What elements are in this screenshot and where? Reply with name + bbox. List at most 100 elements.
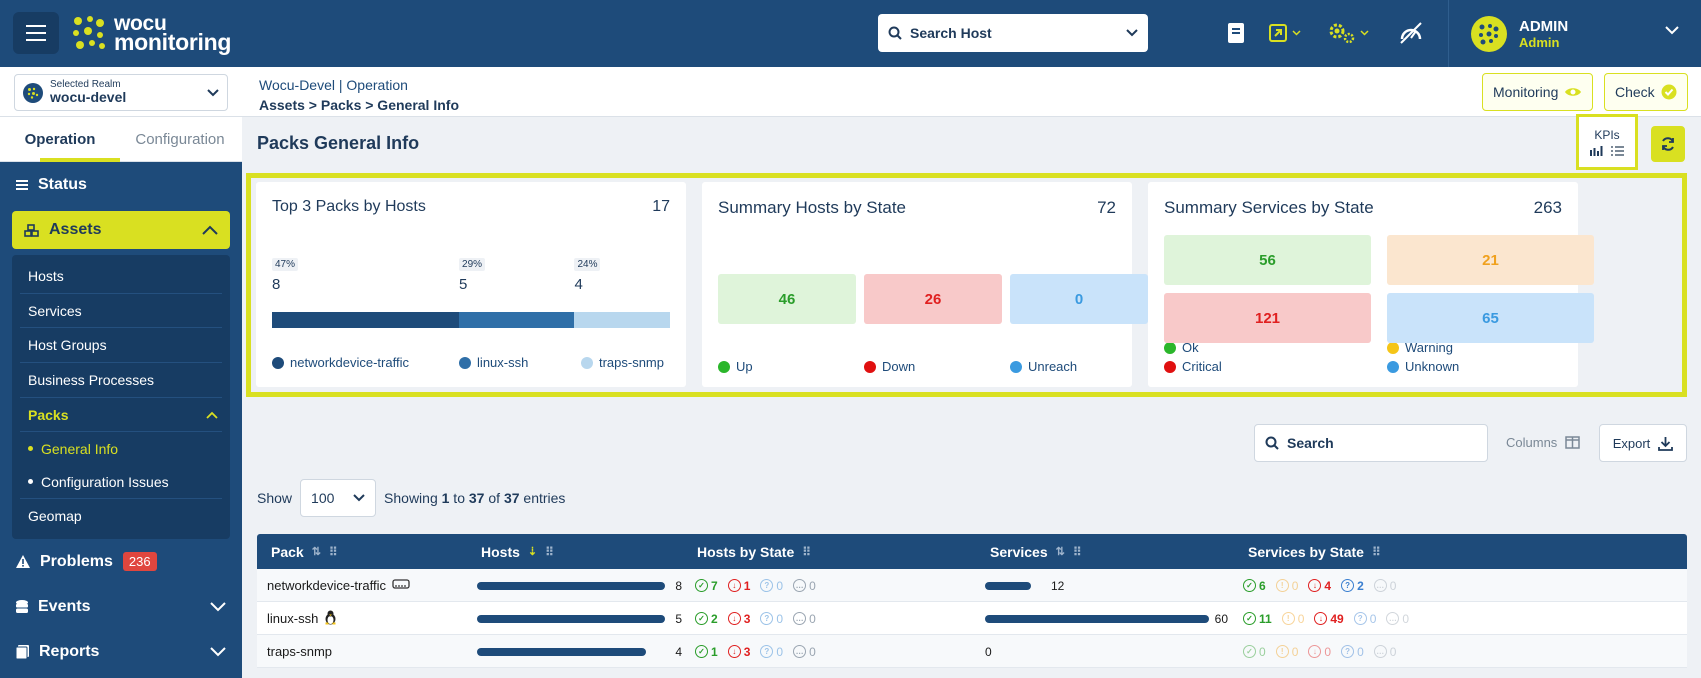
pack-name[interactable]: networkdevice-traffic	[267, 578, 386, 593]
host-state-up[interactable]: ✓ 7	[695, 579, 718, 593]
pack-name[interactable]: linux-ssh	[267, 611, 319, 626]
monitoring-button[interactable]: Monitoring	[1482, 73, 1594, 111]
breadcrumb-context[interactable]: Wocu-Devel | Operation	[259, 77, 408, 93]
service-state-ok[interactable]: ✓ 11	[1243, 612, 1272, 626]
export-button[interactable]: Export	[1599, 424, 1687, 462]
host-state-unreach-box[interactable]: 0	[1010, 274, 1148, 324]
wocu-logo[interactable]: wocu monitoring	[72, 13, 231, 54]
service-state-warning[interactable]: ! 0	[1281, 612, 1304, 626]
search-host-select[interactable]: Search Host	[878, 14, 1148, 52]
column-header-hosts-by-state[interactable]: Hosts by State ⠿	[697, 543, 812, 560]
host-state-down[interactable]: ↓ 3	[727, 612, 750, 626]
pending-icon: …	[1386, 612, 1400, 625]
packs-table: Pack ⇅ ⠿ Hosts ⇣ ⠿ Hosts by State ⠿ Services ⇅…	[257, 534, 1687, 668]
eye-icon	[1565, 88, 1582, 96]
host-state-unreach[interactable]: ? 0	[760, 579, 783, 593]
sidebar-item-hosts[interactable]: Hosts	[20, 259, 222, 294]
service-state-ok-box[interactable]: 56	[1164, 235, 1371, 285]
service-state-unknown[interactable]: ? 0	[1341, 645, 1364, 659]
table-row[interactable]: traps-snmp 4 ✓ 1 ↓ 3? 0… 0 0 ✓ 0! 0 ↓ 0? 0… 0	[257, 635, 1687, 668]
service-state-warning-legend[interactable]: Warning	[1387, 340, 1453, 355]
service-state-pending[interactable]: … 0	[1373, 645, 1396, 659]
sidebar-item-host-groups[interactable]: Host Groups	[20, 328, 222, 364]
tab-operation[interactable]: Operation	[0, 117, 120, 162]
service-state-ok[interactable]: ✓ 6	[1243, 579, 1266, 593]
user-menu[interactable]: ADMIN Admin	[1448, 0, 1701, 67]
menu-toggle-button[interactable]	[13, 12, 59, 54]
refresh-button[interactable]	[1651, 126, 1685, 162]
host-state-up[interactable]: ✓ 2	[695, 612, 718, 626]
external-link-menu[interactable]	[1268, 20, 1301, 46]
sidebar-item-problems[interactable]: Problems 236	[0, 539, 242, 584]
sidebar-item-services[interactable]: Services	[20, 294, 222, 329]
page-length-select[interactable]: 100	[300, 479, 377, 517]
pack-share-segment[interactable]	[459, 312, 575, 328]
pack-name[interactable]: traps-snmp	[267, 644, 333, 659]
settings-menu[interactable]	[1328, 20, 1369, 46]
sidebar-item-configuration-issues[interactable]: Configuration Issues	[20, 465, 222, 498]
host-state-pending[interactable]: … 0	[793, 645, 816, 659]
service-state-warning[interactable]: ! 0	[1275, 579, 1298, 593]
service-state-warning[interactable]: ! 0	[1275, 645, 1298, 659]
sidebar-item-general-info[interactable]: General Info	[20, 432, 222, 465]
host-state-down-legend[interactable]: Down	[864, 359, 915, 374]
column-header-hosts[interactable]: Hosts ⇣ ⠿	[481, 543, 554, 560]
service-state-unknown[interactable]: ? 0	[1353, 612, 1376, 626]
monitoring-disabled-button[interactable]	[1398, 20, 1424, 46]
host-state-up-legend[interactable]: Up	[718, 359, 753, 374]
table-row[interactable]: linux-ssh 5 ✓ 2 ↓ 3? 0… 0 60 ✓ 11! 0 ↓ 49? 0… 0	[257, 602, 1687, 635]
column-header-pack[interactable]: Pack ⇅ ⠿	[271, 543, 338, 560]
host-state-up-box[interactable]: 46	[718, 274, 856, 324]
table-row[interactable]: networkdevice-traffic 8 ✓ 7 ↓ 1? 0… 0 12 ✓ 6! 0 ↓ 4? 2…	[257, 569, 1687, 602]
service-state-critical-legend[interactable]: Critical	[1164, 359, 1222, 374]
service-state-pending[interactable]: … 0	[1386, 612, 1409, 626]
sidebar-item-geomap[interactable]: Geomap	[20, 498, 222, 533]
host-state-up[interactable]: ✓ 1	[695, 645, 718, 659]
service-state-ok-legend[interactable]: Ok	[1164, 340, 1199, 355]
check-button[interactable]: Check	[1604, 73, 1688, 111]
service-state-unknown-legend[interactable]: Unknown	[1387, 359, 1459, 374]
host-state-down[interactable]: ↓ 1	[727, 579, 750, 593]
pack-legend-item[interactable]: networkdevice-traffic	[272, 355, 409, 370]
sidebar-item-status[interactable]: Status	[0, 162, 242, 207]
sidebar-item-assets[interactable]: Assets	[12, 211, 230, 249]
sidebar-item-packs[interactable]: Packs	[20, 398, 222, 433]
host-state-pending[interactable]: … 0	[793, 612, 816, 626]
pack-legend-item[interactable]: traps-snmp	[580, 355, 664, 370]
docs-button[interactable]	[1226, 20, 1246, 46]
service-state-ok[interactable]: ✓ 0	[1243, 645, 1266, 659]
state-count: 0	[809, 611, 816, 626]
pack-legend-item[interactable]: linux-ssh	[459, 355, 528, 370]
host-state-down-box[interactable]: 26	[864, 274, 1002, 324]
service-state-critical-box[interactable]: 121	[1164, 293, 1371, 343]
columns-button[interactable]: Columns	[1506, 435, 1581, 450]
sidebar-item-business-processes[interactable]: Business Processes	[20, 363, 222, 398]
drag-handle-icon: ⠿	[328, 544, 338, 559]
column-header-services[interactable]: Services ⇅ ⠿	[990, 543, 1082, 560]
sidebar-item-reports[interactable]: Reports	[0, 629, 242, 674]
service-state-pending[interactable]: … 0	[1373, 579, 1396, 593]
host-state-unreach-legend[interactable]: Unreach	[1010, 359, 1077, 374]
realm-select[interactable]: Selected Realm wocu-devel	[14, 74, 228, 111]
host-state-unreach[interactable]: ? 0	[760, 612, 783, 626]
service-state-critical[interactable]: ↓ 0	[1308, 645, 1331, 659]
host-state-unreach[interactable]: ? 0	[760, 645, 783, 659]
pack-share-segment[interactable]	[574, 312, 670, 328]
state-count: 0	[809, 644, 816, 659]
host-state-down[interactable]: ↓ 3	[727, 645, 750, 659]
tab-configuration[interactable]: Configuration	[135, 130, 225, 148]
breadcrumb-path[interactable]: Assets > Packs > General Info	[259, 97, 459, 113]
columns-label: Columns	[1506, 435, 1558, 450]
kpis-toggle-button[interactable]: KPIs	[1576, 114, 1638, 170]
table-search-input[interactable]: Search	[1254, 424, 1488, 462]
host-state-pending[interactable]: … 0	[793, 579, 816, 593]
sidebar-item-events[interactable]: Events	[0, 584, 242, 629]
critical-icon: ↓	[1308, 645, 1322, 658]
service-state-unknown[interactable]: ? 2	[1341, 579, 1364, 593]
service-state-critical[interactable]: ↓ 49	[1314, 612, 1344, 626]
pack-share-segment[interactable]	[272, 312, 460, 328]
service-state-warning-box[interactable]: 21	[1387, 235, 1594, 285]
column-header-services-by-state[interactable]: Services by State ⠿	[1248, 543, 1381, 560]
service-state-unknown-box[interactable]: 65	[1387, 293, 1594, 343]
service-state-critical[interactable]: ↓ 4	[1308, 579, 1331, 593]
